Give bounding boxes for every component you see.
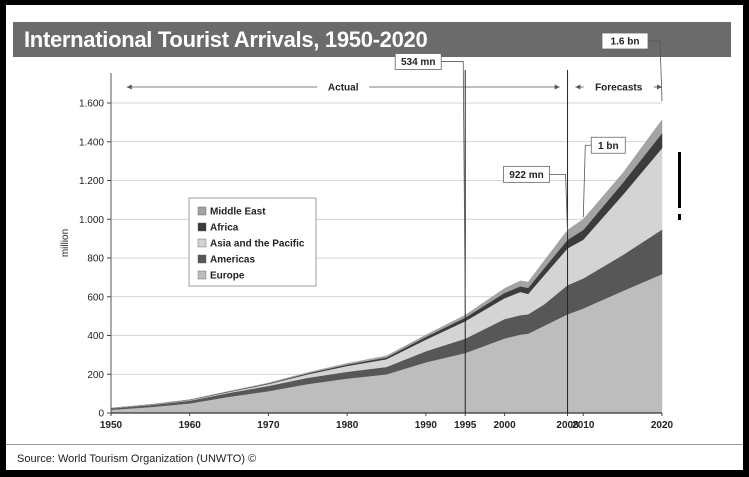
annotation-leader [648,40,663,102]
legend-label: Americas [210,255,255,266]
stacked-areas [110,119,663,414]
legend-swatch [197,270,207,280]
legend-swatch [197,238,207,248]
legend-label: Europe [210,271,245,282]
arrowhead-right [657,84,662,90]
axes: 0 200 400 600 800 1.000 1.200 1.400 1.600 1950 196… [79,73,674,431]
x-tick-label: 1970 [257,420,280,431]
period-labels: Actual Forecasts [126,83,662,94]
legend-label: Africa [210,223,239,234]
arrowhead-right [554,84,560,90]
legend: Middle East Africa Asia and the Pacific Ame… [188,197,317,287]
x-tick-label: 2020 [651,420,674,431]
y-tick-label: 1.400 [79,137,104,148]
annotation-label: 922 mn [509,170,543,181]
annotation-leader [441,61,466,308]
y-tick-label: 1.600 [79,99,104,110]
x-tick-label: 1995 [454,420,477,431]
legend-swatch [197,206,207,216]
legend-swatch [197,254,207,264]
annotation-label: 534 mn [401,57,435,68]
annotations: 534 mn 922 mn 1 bn 1.6 bn [394,32,663,308]
x-tick-label: 1980 [336,420,359,431]
source-divider [6,444,743,445]
y-tick-label: 200 [87,370,104,381]
annotation-label: 1.6 bn [611,37,640,48]
y-axis-label: million [60,229,71,257]
annotation-label: 1 bn [598,141,619,152]
annotation-leader [582,144,592,218]
x-tick-label: 2000 [493,420,516,431]
period-label: Actual [328,83,359,94]
x-tick-label: 1950 [100,420,123,431]
area-middle-east [110,119,663,409]
edge-mark [678,152,681,208]
x-tick-label: 1990 [415,420,438,431]
y-tick-label: 1.200 [79,176,104,187]
y-tick-label: 600 [87,292,104,303]
legend-label: Middle East [210,207,266,218]
x-tick-label: 1960 [179,420,202,431]
legend-box [188,197,317,287]
y-tick-label: 1.000 [79,215,104,226]
source-note: Source: World Tourism Organization (UNWT… [17,453,257,465]
edge-mark-dot [678,214,681,220]
chart-canvas: 0 200 400 600 800 1.000 1.200 1.400 1.600 1950 196… [7,32,742,443]
arrowhead-left [126,84,132,90]
annotation-leader [549,173,568,233]
y-tick-label: 0 [98,409,104,420]
arrowhead-left [575,84,581,90]
x-tick-label: 2008 [556,420,579,431]
x-tick-label: 2010 [572,420,595,431]
legend-label: Asia and the Pacific [210,239,305,250]
legend-swatch [197,222,207,232]
period-label: Forecasts [595,83,643,94]
period-lines [464,70,569,413]
y-tick-label: 800 [87,254,104,265]
y-tick-label: 400 [87,331,104,342]
